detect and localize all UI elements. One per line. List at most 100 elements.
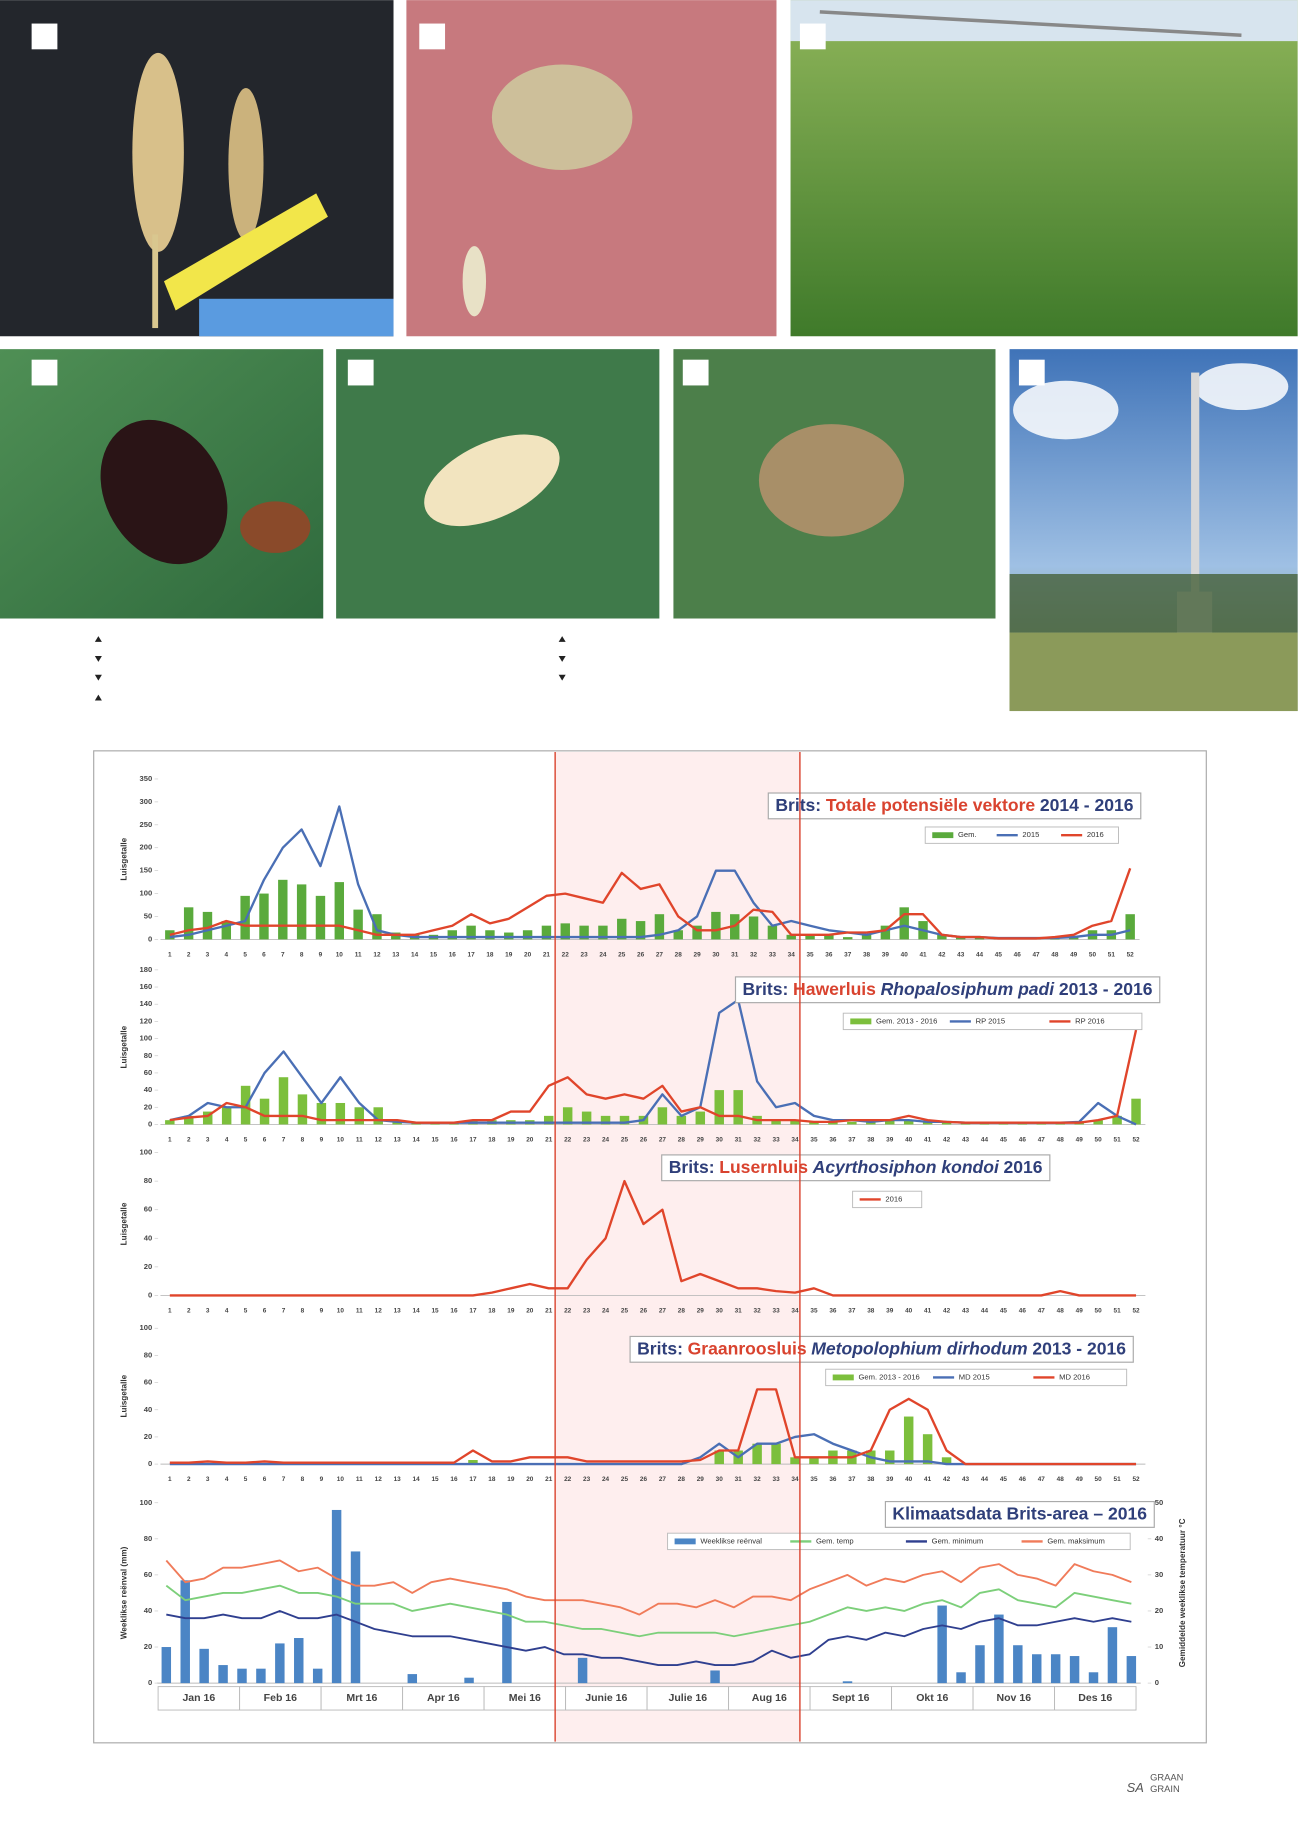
x-tick-label: 12	[375, 1476, 383, 1483]
bar	[1068, 937, 1079, 940]
bar	[165, 1120, 175, 1125]
bar	[1032, 1654, 1042, 1684]
x-tick-label: 38	[867, 1476, 875, 1483]
x-tick-label: 25	[621, 1136, 629, 1143]
aphid	[240, 501, 311, 553]
x-tick-label: 34	[791, 1476, 799, 1483]
y2-tick-label: 20	[1155, 1606, 1163, 1615]
title-part: 2014 - 2016	[1040, 795, 1134, 815]
legend-label: Gem. 2013 - 2016	[876, 1016, 937, 1025]
x-tick-label: 3	[206, 1136, 210, 1143]
legend-swatch	[932, 832, 954, 839]
bar	[975, 1645, 985, 1684]
x-tick-label: 13	[394, 1136, 402, 1143]
bar	[956, 1672, 966, 1684]
x-tick-label: 33	[769, 951, 777, 958]
label-card	[199, 298, 394, 337]
arrow	[94, 694, 102, 701]
bar	[316, 1102, 327, 1125]
x-tick-label: 35	[810, 1307, 818, 1314]
letter-box	[799, 23, 826, 50]
y-tick-label: 40	[144, 1085, 152, 1094]
x-tick-label: 50	[1089, 951, 1097, 958]
title-part: Graanroosluis	[688, 1338, 807, 1358]
legend-label: RP 2015	[976, 1016, 1005, 1025]
bar	[922, 1434, 933, 1465]
x-tick-label: 47	[1038, 1476, 1046, 1483]
x-tick-label: 21	[545, 1136, 553, 1143]
photo-seeds-in-hand	[406, 0, 777, 337]
bar	[240, 895, 250, 940]
logo: SA GRAAN GRAIN	[1127, 1772, 1184, 1794]
x-tick-label: 24	[602, 1476, 610, 1483]
x-tick-label: 27	[656, 951, 664, 958]
bar	[335, 1102, 346, 1125]
y-tick-label: 180	[140, 965, 153, 974]
x-tick-label: 26	[640, 1307, 648, 1314]
bar	[714, 1450, 724, 1465]
x-tick-label: 4	[225, 951, 229, 958]
x-tick-label: 14	[413, 1136, 421, 1143]
x-tick-label: 24	[599, 951, 607, 958]
x-tick-label: 32	[754, 1136, 762, 1143]
letter-box	[31, 23, 58, 50]
series-line	[169, 1388, 1137, 1466]
x-tick-label: 31	[731, 951, 739, 958]
bar	[899, 907, 909, 940]
y-tick-label: 60	[144, 1378, 152, 1387]
x-tick-label: 49	[1070, 951, 1078, 958]
x-tick-label: 12	[375, 1307, 383, 1314]
x-tick-label: 6	[262, 951, 266, 958]
x-tick-label: 10	[337, 1307, 345, 1314]
bar	[464, 1677, 474, 1684]
title-part: Brits:	[637, 1338, 683, 1358]
y2-tick-label: 30	[1155, 1570, 1163, 1579]
x-tick-label: 40	[905, 1476, 913, 1483]
x-tick-label: 41	[924, 1307, 932, 1314]
x-tick-label: 44	[981, 1476, 989, 1483]
x-tick-label: 51	[1114, 1307, 1122, 1314]
x-tick-label: 22	[564, 1136, 572, 1143]
y-tick-label: 80	[144, 1176, 152, 1185]
x-tick-label: Sept 16	[832, 1692, 870, 1704]
bar	[824, 934, 834, 940]
y-tick-label: 250	[140, 820, 153, 829]
x-tick-label: 8	[300, 951, 304, 958]
x-tick-label: 18	[488, 1307, 496, 1314]
x-tick-label: Aug 16	[752, 1692, 787, 1704]
title-part: Acyrthosiphon kondoi	[812, 1156, 1000, 1176]
x-tick-label: 11	[356, 1476, 363, 1483]
x-tick-label: Apr 16	[427, 1692, 460, 1704]
y-tick-label: 0	[148, 1459, 152, 1468]
y-axis-label: Luisgetalle	[119, 1202, 128, 1245]
y-tick-label: 140	[140, 999, 153, 1008]
x-tick-label: 4	[225, 1136, 229, 1143]
x-tick-label: 40	[905, 1136, 913, 1143]
legend-label: Gem. minimum	[932, 1536, 984, 1545]
bar	[635, 921, 646, 940]
bar	[579, 925, 589, 940]
y-tick-label: 300	[140, 797, 153, 806]
x-tick-label: 14	[413, 1307, 421, 1314]
x-tick-label: 41	[919, 951, 927, 958]
x-tick-label: 3	[206, 951, 210, 958]
x-tick-label: 48	[1057, 1136, 1065, 1143]
bar	[1055, 1123, 1065, 1125]
x-tick-label: 37	[844, 951, 852, 958]
bar	[466, 925, 476, 940]
y-tick-label: 120	[140, 1016, 153, 1025]
x-tick-label: 16	[450, 1476, 458, 1483]
x-tick-label: 42	[938, 951, 946, 958]
x-tick-label: 43	[957, 951, 965, 958]
x-tick-label: 37	[848, 1476, 856, 1483]
series-line	[165, 1584, 1132, 1638]
title-box	[884, 1500, 1155, 1528]
bar	[711, 911, 721, 940]
bar	[278, 1077, 289, 1125]
bar	[296, 884, 307, 940]
x-tick-label: 2	[187, 1307, 191, 1314]
x-tick-label: 46	[1014, 951, 1022, 958]
bar	[202, 1111, 213, 1125]
series-line	[166, 1610, 1132, 1667]
